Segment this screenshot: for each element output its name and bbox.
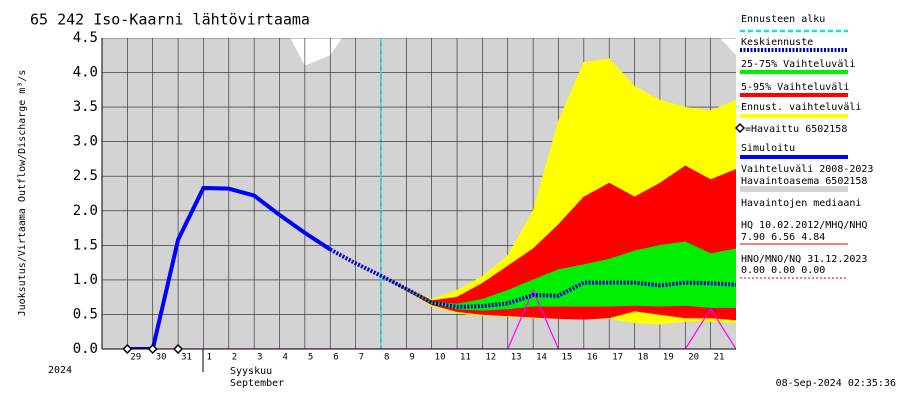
legend-label: 0.00 0.00 0.00 <box>741 265 825 276</box>
legend-label: 7.90 6.56 4.84 <box>741 232 825 243</box>
timestamp: 08-Sep-2024 02:35:36 <box>776 378 896 389</box>
month-label-en: September <box>230 378 284 389</box>
legend-label: Havaintojen mediaani <box>741 198 861 209</box>
range-band <box>710 248 736 308</box>
range-band <box>634 244 661 307</box>
chart-title: 65 242 Iso-Kaarni lähtövirtaama <box>30 11 310 29</box>
range-band <box>659 241 686 307</box>
x-tick-label: 21 <box>714 353 725 363</box>
y-tick-label: 0.0 <box>73 341 98 357</box>
legend-label: Ennust. vaihteluväli <box>741 102 861 113</box>
y-tick-label: 4.0 <box>73 65 98 81</box>
legend-label: HQ 10.02.2012/MHQ/NHQ <box>741 220 867 231</box>
x-tick-label: 2 <box>232 353 237 363</box>
x-tick-label: 6 <box>333 353 338 363</box>
x-tick-label: 15 <box>561 353 572 363</box>
y-tick-label: 1.5 <box>73 237 98 253</box>
observed-point <box>122 343 133 355</box>
legend-label: Keskiennuste <box>741 37 813 48</box>
y-tick-label: 2.5 <box>73 168 98 184</box>
legend-label: 25-75% Vaihteluväli <box>741 59 855 70</box>
month-label: Syyskuu <box>230 366 272 377</box>
legend-label: 5-95% Vaihteluväli <box>741 82 849 93</box>
series-line <box>329 247 736 309</box>
x-tick-label: 19 <box>663 353 674 363</box>
x-tick-label: 20 <box>688 353 699 363</box>
legend-swatch <box>734 122 746 134</box>
legend: Ennusteen alku Keskiennuste 25-75% Vaihtel… <box>734 14 873 279</box>
y-tick-label: 3.0 <box>73 134 98 150</box>
year-label: 2024 <box>48 365 72 376</box>
x-tick-label: 4 <box>283 353 288 363</box>
x-tick-label: 7 <box>359 353 364 363</box>
x-tick-label: 18 <box>638 353 649 363</box>
range-band <box>684 241 711 308</box>
x-tick-label: 10 <box>435 353 446 363</box>
legend-label: HNO/MNO/NQ 31.12.2023 <box>741 254 867 265</box>
legend-label: Ennusteen alku <box>741 14 825 25</box>
x-tick-label: 31 <box>181 353 192 363</box>
x-tick-label: 29 <box>130 353 141 363</box>
x-tick-label: 1 <box>206 353 211 363</box>
y-tick-label: 2.0 <box>73 203 98 219</box>
plot <box>102 38 736 349</box>
x-tick-label: 12 <box>485 353 496 363</box>
x-tick-label: 9 <box>409 353 414 363</box>
y-tick-label: 1.0 <box>73 272 98 288</box>
legend-label: =Havaittu 6502158 <box>745 124 847 135</box>
legend-label: Havaintoasema 6502158 <box>741 176 867 187</box>
y-tick-label: 4.5 <box>73 30 98 46</box>
x-tick-label: 14 <box>536 353 547 363</box>
x-tick-label: 13 <box>511 353 522 363</box>
x-tick-label: 11 <box>460 353 471 363</box>
observed-point <box>173 343 184 355</box>
legend-label: Simuloitu <box>741 143 795 154</box>
x-tick-label: 5 <box>308 353 313 363</box>
x-tick-label: 3 <box>257 353 262 363</box>
x-tick-label: 30 <box>156 353 167 363</box>
series-line <box>127 185 332 349</box>
y-tick-label: 3.5 <box>73 99 98 115</box>
y-axis-label: Juoksutus/Virtaama Outflow/Discharge m³/… <box>17 70 28 317</box>
range-band <box>608 250 635 307</box>
x-tick-label: 16 <box>587 353 598 363</box>
x-tick-label: 17 <box>612 353 623 363</box>
y-tick-label: 0.5 <box>73 306 98 322</box>
observed-point <box>147 343 158 355</box>
x-tick-label: 8 <box>384 353 389 363</box>
legend-label: Vaihteluväli 2008-2023 <box>741 164 873 175</box>
